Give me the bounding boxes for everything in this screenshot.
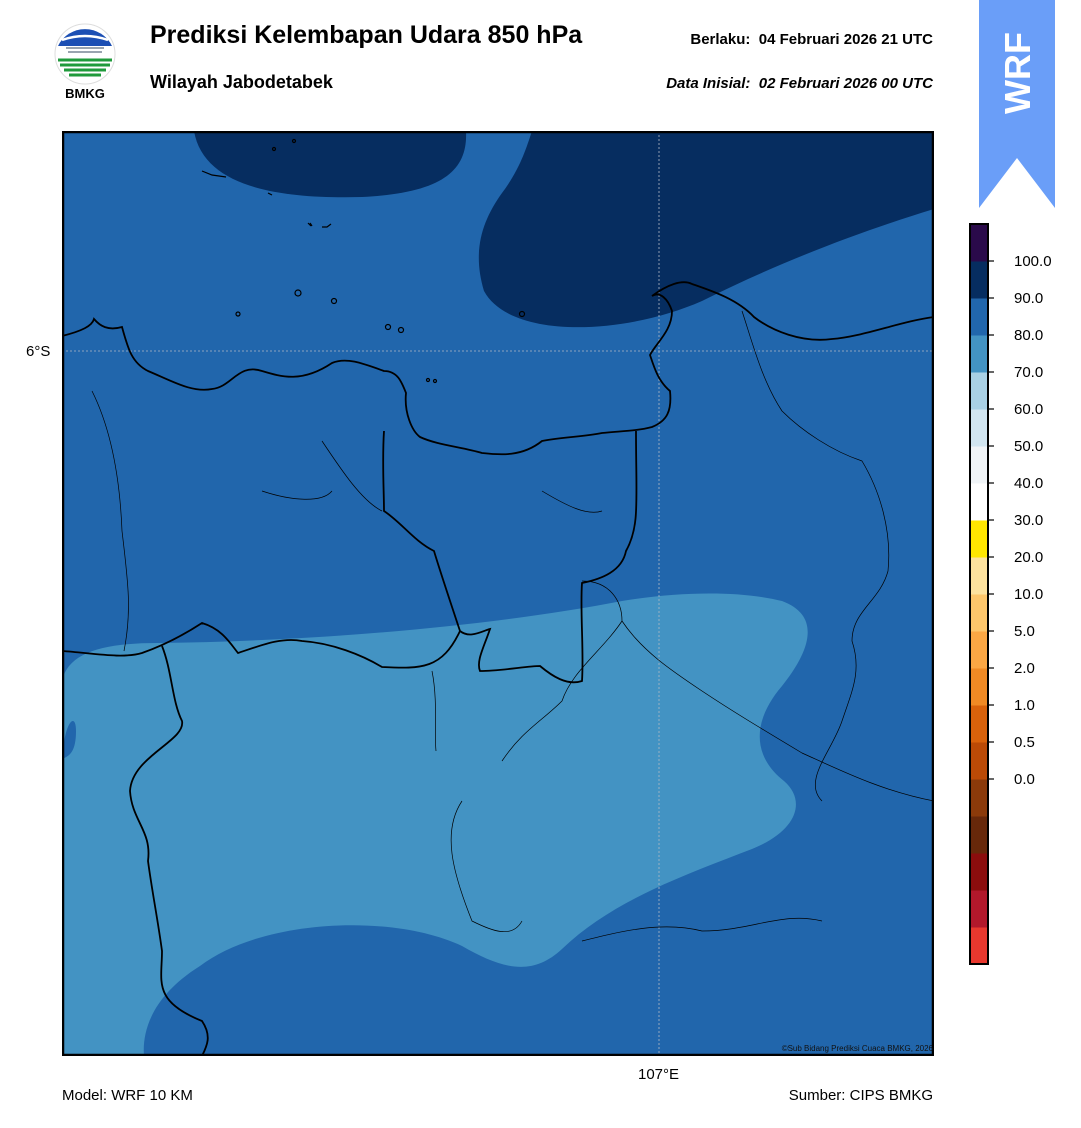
colorbar-segment xyxy=(970,779,988,817)
colorbar-tick-label: 0.0 xyxy=(1014,771,1035,788)
colorbar-segment xyxy=(970,890,988,928)
colorbar-tick-label: 10.0 xyxy=(1014,586,1043,603)
colorbar-tick-label: 40.0 xyxy=(1014,475,1043,492)
init-label: Data Inisial: xyxy=(666,75,751,92)
colorbar-segment xyxy=(970,927,988,965)
colorbar-tick-label: 2.0 xyxy=(1014,660,1035,677)
colorbar-segment xyxy=(970,483,988,521)
colorbar-tick-label: 80.0 xyxy=(1014,327,1043,344)
colorbar-tick-label: 20.0 xyxy=(1014,549,1043,566)
province-boundary xyxy=(382,430,638,684)
map-frame xyxy=(62,131,934,1056)
colorbar-segment xyxy=(970,631,988,669)
colorbar-segment xyxy=(970,335,988,373)
init-value: 02 Februari 2026 00 UTC xyxy=(758,75,933,92)
humidity-area-90-100-west xyxy=(194,131,467,198)
credit-text: ©Sub Bidang Prediksi Cuaca BMKG, 2026 xyxy=(781,1044,933,1053)
wrf-banner: WRF xyxy=(979,0,1055,208)
district-boundaries xyxy=(91,310,934,942)
colorbar-segment xyxy=(970,668,988,706)
colorbar: 100.0 90.0 80.0 70.0 60.0 50.0 40.0 30.0 20.0 10.… xyxy=(969,223,1052,965)
colorbar-segment xyxy=(970,298,988,336)
colorbar-segment xyxy=(970,853,988,891)
colorbar-segment xyxy=(970,742,988,780)
humidity-map xyxy=(62,131,934,1056)
wrf-banner-text: WRF xyxy=(997,32,1038,114)
colorbar-segment xyxy=(970,520,988,558)
humidity-area-90-100-east xyxy=(478,131,934,328)
colorbar-tick-label: 50.0 xyxy=(1014,438,1043,455)
colorbar-segment xyxy=(970,372,988,410)
colorbar-tick-label: 1.0 xyxy=(1014,697,1035,714)
colorbar-tick-label: 70.0 xyxy=(1014,364,1043,381)
coastline xyxy=(62,281,934,456)
province-boundary-south xyxy=(129,645,209,1056)
init-time: Data Inisial: 02 Februari 2026 00 UTC xyxy=(666,75,933,92)
valid-time: Berlaku: 04 Februari 2026 21 UTC xyxy=(690,31,933,48)
valid-value: 04 Februari 2026 21 UTC xyxy=(758,31,933,48)
colorbar-tick-label: 100.0 xyxy=(1014,253,1052,270)
colorbar-segment xyxy=(970,409,988,447)
province-boundary-west xyxy=(62,622,461,669)
model-label: Model: WRF 10 KM xyxy=(62,1087,193,1104)
map-subtitle: Wilayah Jabodetabek xyxy=(150,72,333,92)
latitude-label: 6°S xyxy=(26,343,51,360)
bmkg-logo-icon xyxy=(54,23,116,85)
colorbar-tick-label: 60.0 xyxy=(1014,401,1043,418)
longitude-label: 107°E xyxy=(638,1066,680,1083)
logo-text: BMKG xyxy=(65,86,105,101)
thousand-islands xyxy=(201,138,526,384)
colorbar-segment xyxy=(970,594,988,632)
source-label: Sumber: CIPS BMKG xyxy=(788,1087,933,1104)
colorbar-segment xyxy=(970,446,988,484)
colorbar-segment xyxy=(970,557,988,595)
humidity-area-70-80 xyxy=(62,593,808,1056)
colorbar-tick-label: 30.0 xyxy=(1014,512,1043,529)
colorbar-segment xyxy=(970,224,988,262)
colorbar-tick-label: 0.5 xyxy=(1014,734,1035,751)
colorbar-segment xyxy=(970,705,988,743)
colorbar-tick-label: 90.0 xyxy=(1014,290,1043,307)
colorbar-segment xyxy=(970,816,988,854)
valid-label: Berlaku: xyxy=(690,31,751,48)
colorbar-segment xyxy=(970,261,988,299)
colorbar-tick-label: 5.0 xyxy=(1014,623,1035,640)
map-title: Prediksi Kelembapan Udara 850 hPa xyxy=(150,21,583,49)
